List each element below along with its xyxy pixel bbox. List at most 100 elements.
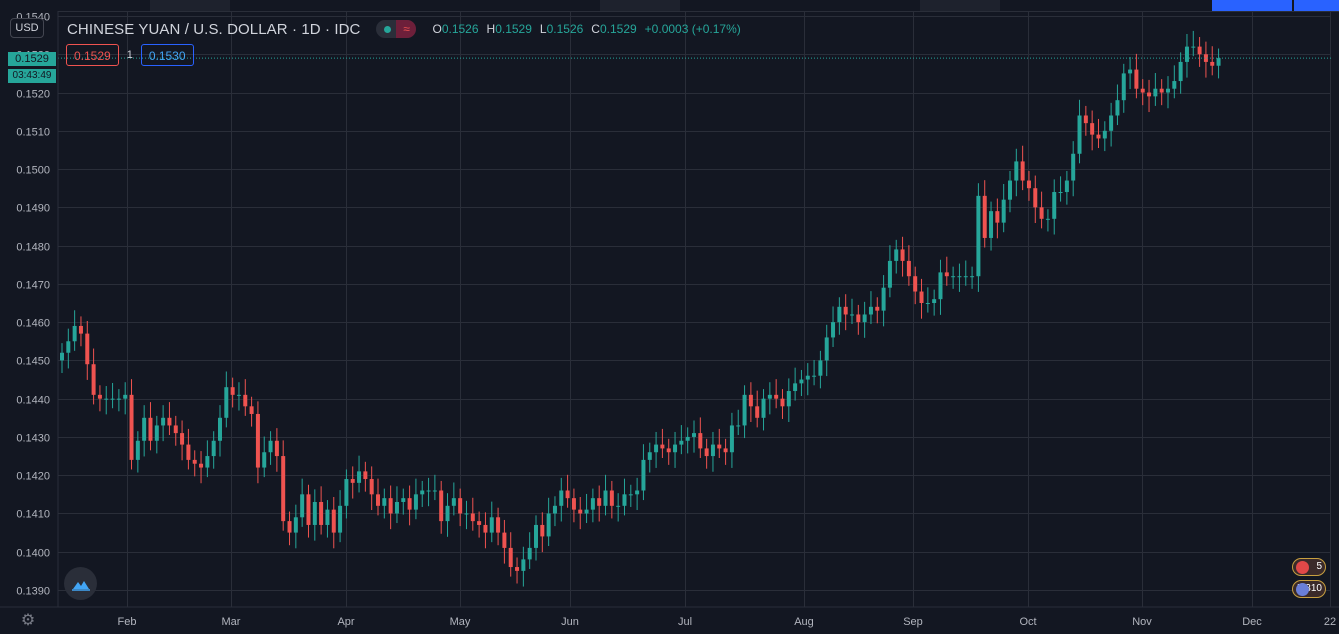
candle-body [123, 395, 127, 399]
candle-body [1096, 135, 1100, 139]
candle-body [1141, 89, 1145, 93]
candle-body [920, 292, 924, 303]
market-status-pill[interactable]: ≈ [376, 20, 416, 38]
low-label: L [540, 22, 547, 36]
candles [58, 31, 1331, 587]
candle-body [812, 376, 816, 377]
candle-body [1185, 47, 1189, 62]
candle-body [907, 261, 911, 276]
candle-body [1134, 70, 1138, 89]
candle-body [774, 395, 778, 399]
x-tick-label: Mar [222, 616, 241, 628]
candle-body [831, 322, 835, 337]
candle-body [224, 387, 228, 418]
candle-body [660, 445, 664, 449]
candle-body [591, 498, 595, 509]
x-tick-label: 22 [1324, 616, 1336, 628]
candle-body [553, 506, 557, 514]
candle-body [970, 276, 974, 277]
candle-body [799, 380, 803, 384]
candle-body [521, 559, 525, 570]
candle-body [243, 395, 247, 406]
y-tick-label: 0.1470 [16, 280, 50, 292]
candle-body [641, 460, 645, 491]
delayed-data-icon: ≈ [396, 20, 416, 38]
candle-body [439, 491, 443, 522]
candle-body [1078, 115, 1082, 153]
x-tick-label: Feb [118, 616, 137, 628]
y-tick-label: 0.1520 [16, 89, 50, 101]
y-tick-label: 0.1390 [16, 586, 50, 598]
y-tick-label: 0.1420 [16, 471, 50, 483]
candle-body [1071, 154, 1075, 181]
candle-body [288, 521, 292, 532]
candle-body [496, 517, 500, 532]
candle-body [370, 479, 374, 494]
candle-body [686, 437, 690, 441]
x-tick-label: Nov [1132, 616, 1152, 628]
candle-body [648, 452, 652, 460]
candle-body [1172, 81, 1176, 89]
candle-body [464, 513, 468, 514]
candle-body [1002, 200, 1006, 223]
candle-body [414, 494, 418, 509]
candle-body [913, 276, 917, 291]
candle-body [1090, 123, 1094, 134]
candle-body [1040, 207, 1044, 218]
change-value: +0.0003 (+0.17%) [645, 22, 741, 36]
candle-body [1191, 47, 1195, 48]
candle-body [167, 418, 171, 426]
candle-body [446, 506, 450, 521]
candle-body [382, 498, 386, 506]
candle-body [837, 307, 841, 322]
x-tick-label: Oct [1019, 616, 1036, 628]
candle-body [572, 498, 576, 509]
grid-lines [58, 11, 1331, 607]
candle-body [1109, 115, 1113, 130]
candle-body [528, 548, 532, 559]
chart-legend: CHINESE YUAN / U.S. DOLLAR · 1D · IDC ≈ … [67, 18, 741, 40]
x-tick-label: May [450, 616, 471, 628]
candle-body [597, 498, 601, 506]
candle-body [250, 406, 254, 414]
candle-body [458, 498, 462, 513]
reaction-badge-top[interactable]: 5 [1292, 558, 1326, 576]
x-tick-label: Jul [678, 616, 692, 628]
candle-body [736, 425, 740, 426]
candle-body [856, 314, 860, 322]
reaction-count-top: 5 [1316, 561, 1322, 572]
candle-body [983, 196, 987, 238]
candle-body [237, 395, 241, 396]
candle-body [711, 445, 715, 456]
candle-body [130, 395, 134, 460]
candle-body [654, 445, 658, 453]
reaction-badge-bottom[interactable]: 5 310 [1292, 580, 1326, 598]
candle-body [534, 525, 538, 548]
y-tick-label: 0.1440 [16, 395, 50, 407]
low-value: 0.1526 [547, 22, 584, 36]
candle-body [420, 491, 424, 495]
y-tick-label: 0.1400 [16, 548, 50, 560]
candle-body [256, 414, 260, 468]
candle-body [875, 307, 879, 311]
candle-body [1014, 161, 1018, 180]
y-tick-label: 0.1500 [16, 165, 50, 177]
candle-body [509, 548, 513, 567]
candle-body [186, 445, 190, 460]
candle-body [667, 448, 671, 452]
buy-price-button[interactable]: 0.1530 [141, 44, 194, 66]
currency-badge[interactable]: USD [10, 18, 44, 38]
gear-icon[interactable]: ⚙ [18, 611, 38, 631]
candle-body [793, 383, 797, 391]
candle-body [604, 491, 608, 506]
candle-body [882, 288, 886, 311]
candle-body [212, 441, 216, 456]
candle-body [1021, 161, 1025, 180]
candle-body [1217, 58, 1221, 66]
tradingview-cloud-icon[interactable] [64, 567, 97, 600]
sell-price-button[interactable]: 0.1529 [66, 44, 119, 66]
candle-body [325, 510, 329, 525]
candle-body [281, 456, 285, 521]
symbol-title[interactable]: CHINESE YUAN / U.S. DOLLAR · 1D · IDC [67, 21, 360, 38]
